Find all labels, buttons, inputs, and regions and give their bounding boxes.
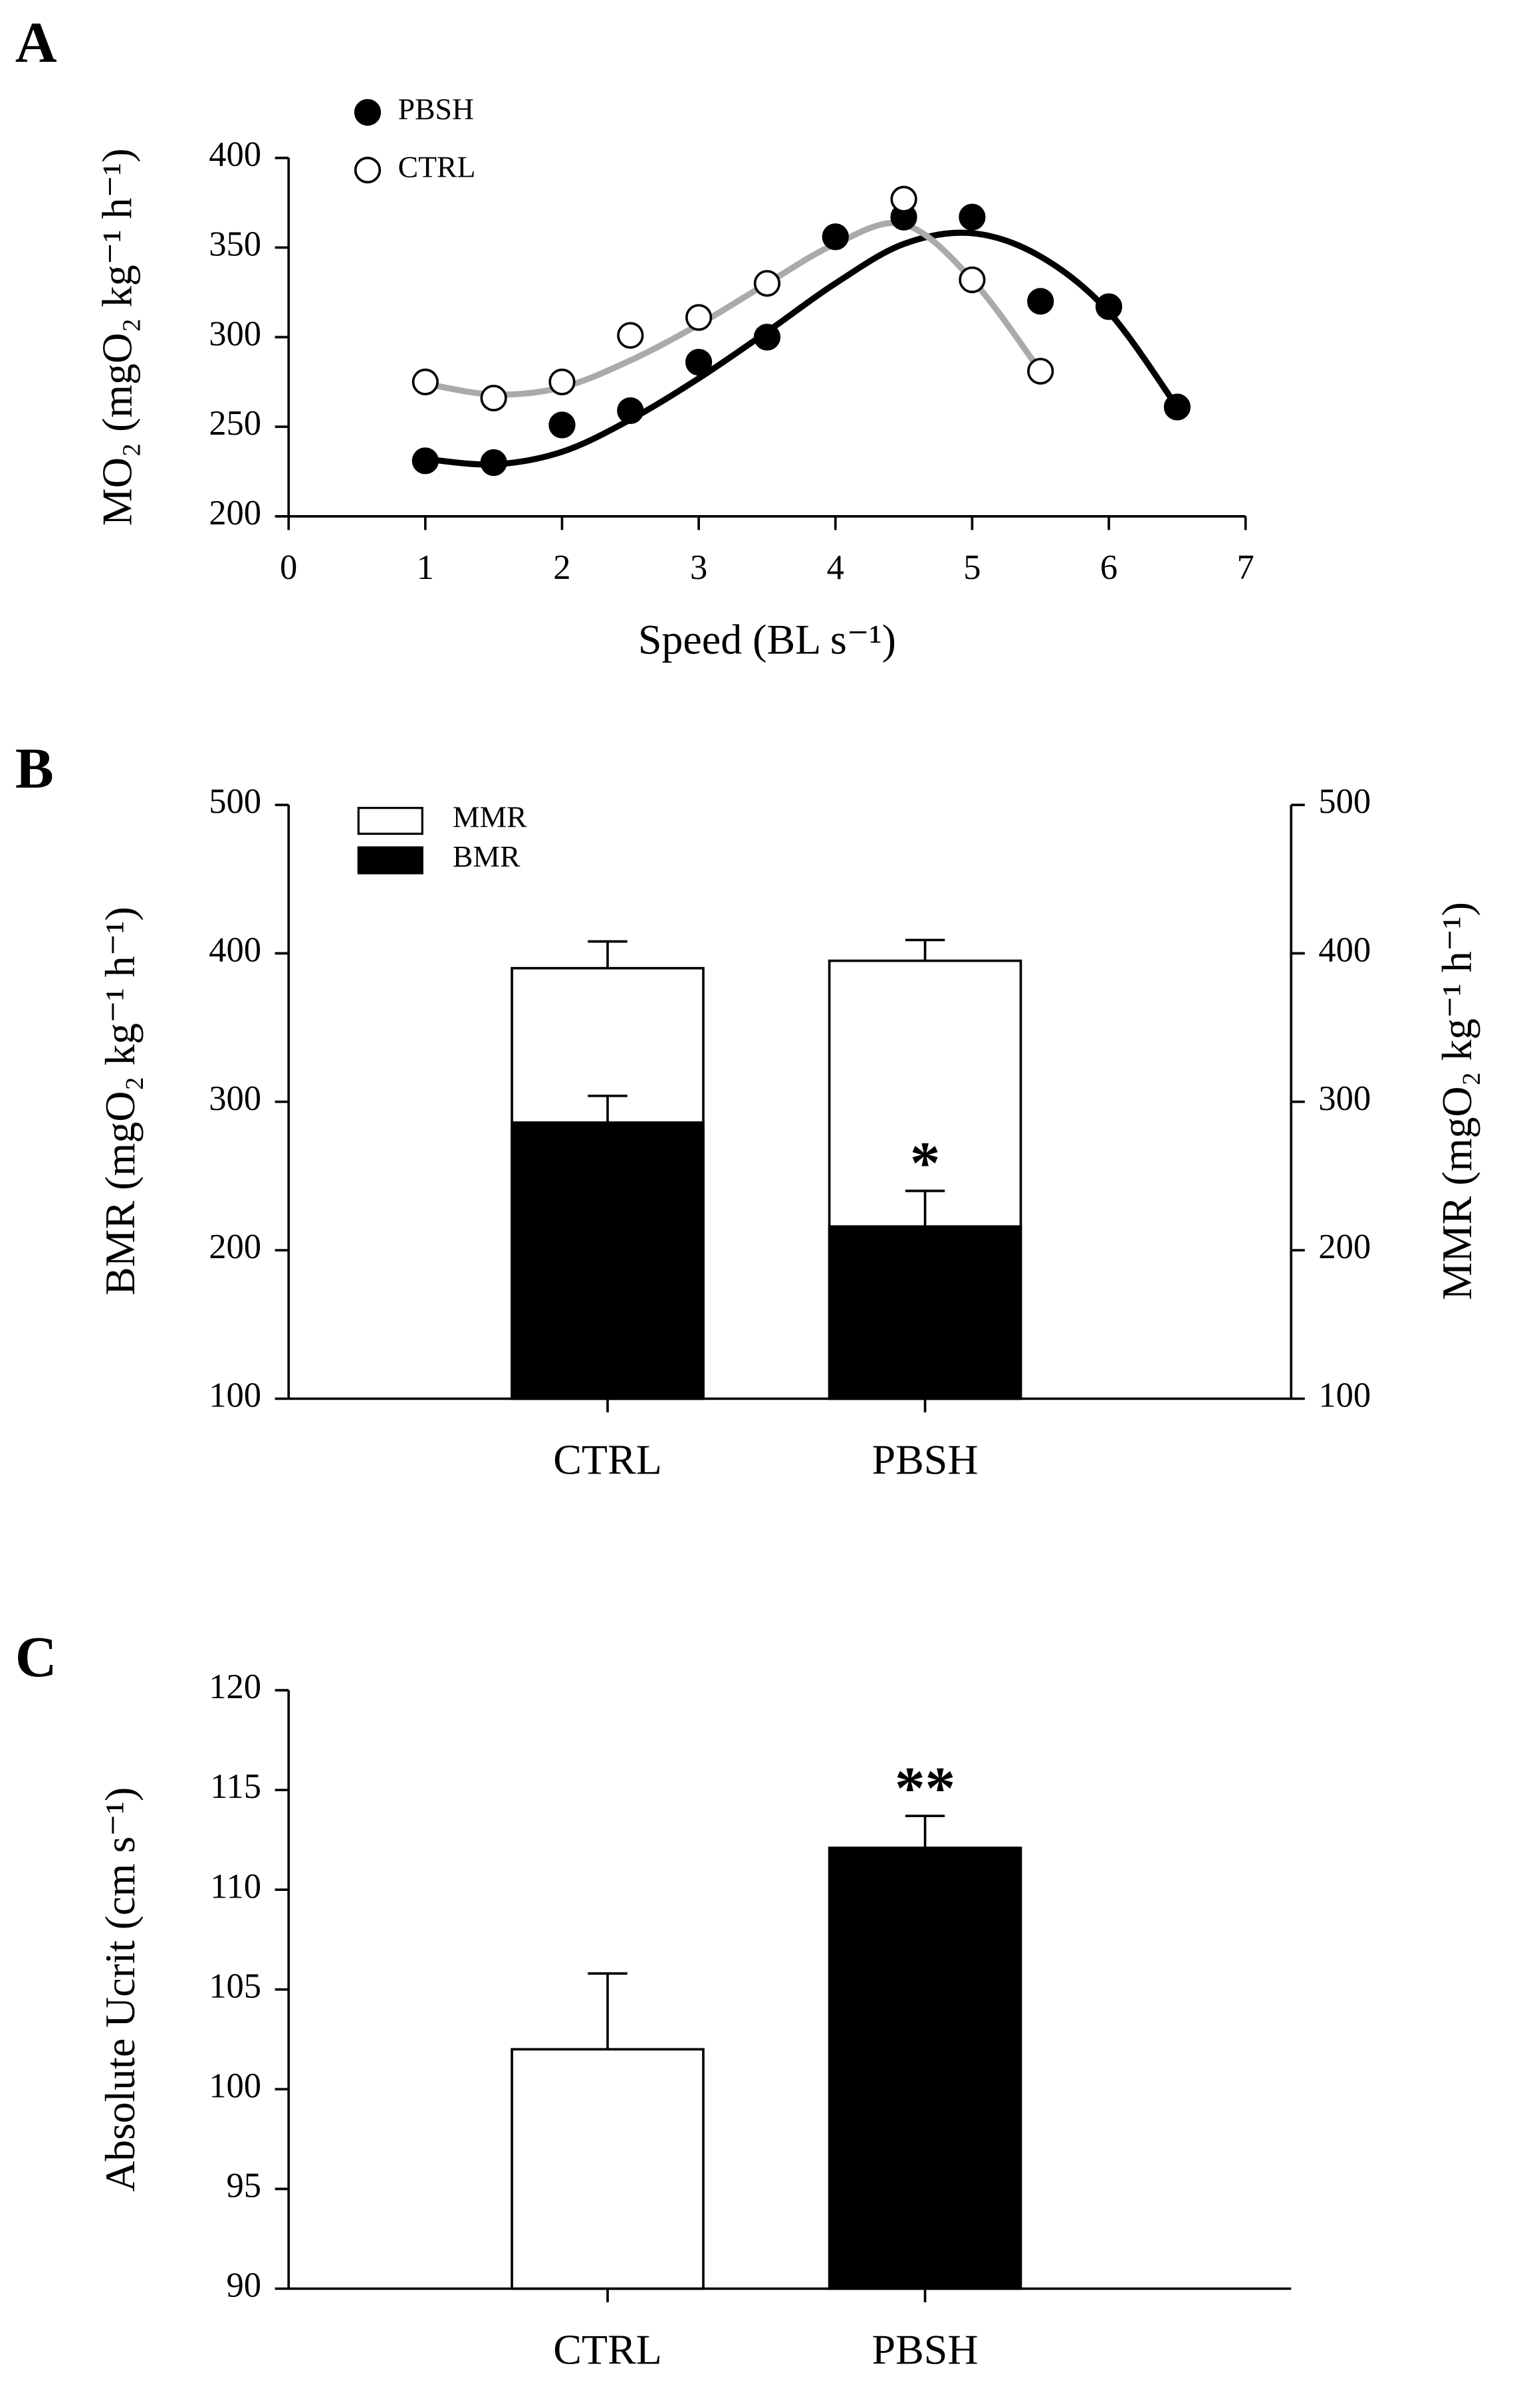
y-tick-label: 95 <box>226 2166 261 2205</box>
y-tick-label: 300 <box>209 1079 261 1118</box>
legend-swatch <box>357 846 423 875</box>
point <box>959 203 986 231</box>
fit-curve <box>425 219 1043 398</box>
y-tick-label: 110 <box>210 1867 261 1906</box>
legend-label: PBSH <box>398 92 474 126</box>
point <box>548 411 576 439</box>
x-tick-label: 3 <box>690 548 707 587</box>
point <box>480 449 507 477</box>
y-tick-label: 100 <box>1318 1376 1371 1414</box>
bar <box>511 1121 705 1400</box>
point <box>548 368 576 395</box>
x-tick-label: 1 <box>417 548 434 587</box>
point <box>685 304 713 331</box>
legend-marker <box>354 98 382 126</box>
y-tick-label: 300 <box>209 314 261 353</box>
y-tick-label: 105 <box>209 1967 261 2005</box>
y-tick-label: 400 <box>1318 930 1371 969</box>
bar <box>828 1225 1022 1400</box>
annotation: * <box>910 1130 941 1197</box>
point <box>1027 358 1054 385</box>
point <box>1027 288 1054 315</box>
y-tick-label: 300 <box>1318 1079 1371 1118</box>
point <box>617 397 644 424</box>
x-tick-label: 7 <box>1237 548 1254 587</box>
x-tick-label: PBSH <box>872 1436 979 1483</box>
legend-label: MMR <box>453 800 527 833</box>
y2-axis-label: MMR (mgO₂ kg⁻¹ h⁻¹) <box>1433 902 1480 1300</box>
point <box>753 324 781 351</box>
point <box>753 270 781 297</box>
point <box>1095 293 1123 320</box>
fit-curve <box>425 229 1180 468</box>
x-axis-label: Speed (BL s⁻¹) <box>638 616 896 663</box>
y-tick-label: 500 <box>1318 782 1371 821</box>
point <box>411 447 439 475</box>
y-tick-label: 120 <box>209 1668 261 1706</box>
point <box>685 348 713 376</box>
y-axis-label: BMR (mgO₂ kg⁻¹ h⁻¹) <box>96 907 144 1295</box>
point <box>890 185 917 213</box>
y-tick-label: 500 <box>209 782 261 821</box>
panel-label: C <box>15 1625 57 1689</box>
legend-label: BMR <box>453 839 521 873</box>
legend-marker <box>354 156 382 184</box>
legend-label: CTRL <box>398 150 476 183</box>
y-tick-label: 250 <box>209 404 261 443</box>
legend-swatch <box>357 806 423 835</box>
panel-label: A <box>15 11 57 74</box>
x-tick-label: CTRL <box>553 2326 661 2373</box>
y-tick-label: 200 <box>209 1228 261 1266</box>
y-axis-label: MO₂ (mgO₂ kg⁻¹ h⁻¹) <box>94 148 141 526</box>
x-tick-label: 5 <box>963 548 981 587</box>
x-tick-label: CTRL <box>553 1436 661 1483</box>
bar <box>828 1846 1022 2290</box>
x-tick-label: 6 <box>1100 548 1117 587</box>
panel-label: B <box>15 736 54 800</box>
point <box>1163 393 1191 421</box>
y-axis-label: Absolute Ucrit (cm s⁻¹) <box>96 1787 144 2192</box>
y-tick-label: 100 <box>209 1376 261 1414</box>
bar <box>511 2048 705 2290</box>
x-tick-label: PBSH <box>872 2326 979 2373</box>
y-tick-label: 350 <box>209 225 261 264</box>
point <box>411 368 439 395</box>
point <box>617 322 644 349</box>
y-tick-label: 200 <box>209 494 261 532</box>
y-tick-label: 90 <box>226 2266 261 2304</box>
x-tick-label: 4 <box>827 548 844 587</box>
point <box>822 223 849 251</box>
y-tick-label: 400 <box>209 136 261 174</box>
y-tick-label: 115 <box>210 1767 261 1806</box>
annotation: ** <box>895 1755 955 1822</box>
point <box>959 266 986 294</box>
x-tick-label: 0 <box>280 548 297 587</box>
y-tick-label: 100 <box>209 2066 261 2105</box>
point <box>480 384 507 412</box>
y-tick-label: 200 <box>1318 1228 1371 1266</box>
y-tick-label: 400 <box>209 930 261 969</box>
x-tick-label: 2 <box>553 548 570 587</box>
